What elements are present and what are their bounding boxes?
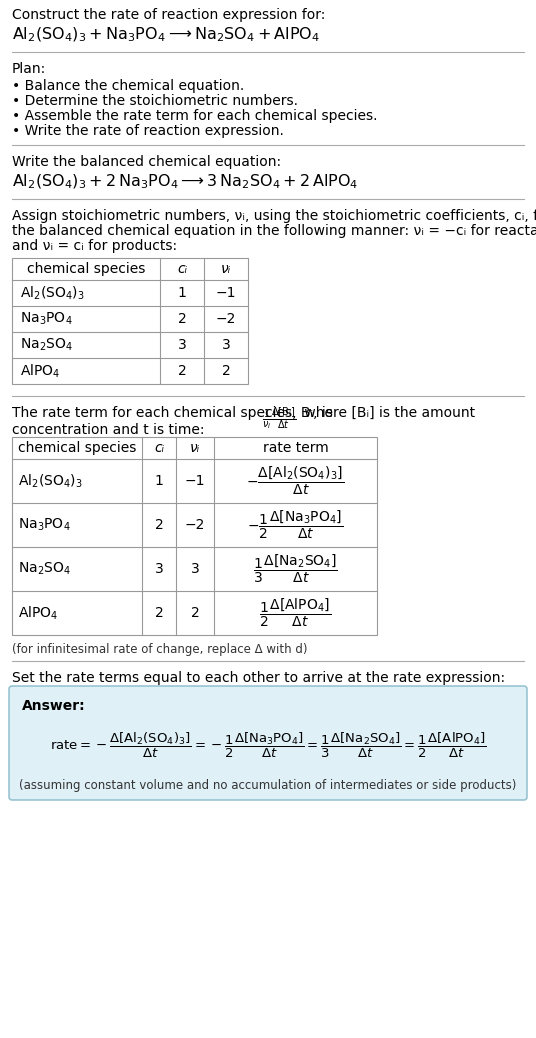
Text: Write the balanced chemical equation:: Write the balanced chemical equation: bbox=[12, 155, 281, 169]
Text: • Determine the stoichiometric numbers.: • Determine the stoichiometric numbers. bbox=[12, 94, 298, 108]
Text: $\dfrac{1}{3}\dfrac{\Delta[\mathrm{Na_2SO_4}]}{\Delta t}$: $\dfrac{1}{3}\dfrac{\Delta[\mathrm{Na_2S… bbox=[253, 553, 338, 585]
Text: −1: −1 bbox=[185, 474, 205, 488]
Text: −2: −2 bbox=[216, 312, 236, 326]
Text: (for infinitesimal rate of change, replace Δ with d): (for infinitesimal rate of change, repla… bbox=[12, 643, 308, 656]
Text: $\mathrm{rate} = -\dfrac{\Delta[\mathrm{Al_2(SO_4)_3}]}{\Delta t} = -\dfrac{1}{2: $\mathrm{rate} = -\dfrac{\Delta[\mathrm{… bbox=[50, 731, 486, 760]
Text: $\mathrm{Na_2SO_4}$: $\mathrm{Na_2SO_4}$ bbox=[20, 336, 73, 353]
Text: $\mathrm{Al_2(SO_4)_3}$: $\mathrm{Al_2(SO_4)_3}$ bbox=[20, 284, 85, 302]
Text: • Balance the chemical equation.: • Balance the chemical equation. bbox=[12, 79, 244, 93]
Text: 1: 1 bbox=[177, 286, 187, 300]
Text: νᵢ: νᵢ bbox=[221, 262, 231, 276]
Text: 2: 2 bbox=[154, 518, 163, 532]
Text: 2: 2 bbox=[191, 606, 199, 620]
Text: cᵢ: cᵢ bbox=[154, 441, 164, 455]
Text: (assuming constant volume and no accumulation of intermediates or side products): (assuming constant volume and no accumul… bbox=[19, 780, 517, 792]
FancyBboxPatch shape bbox=[9, 686, 527, 800]
Text: $\mathrm{Al_2(SO_4)_3}$: $\mathrm{Al_2(SO_4)_3}$ bbox=[18, 472, 83, 490]
Text: 3: 3 bbox=[177, 338, 187, 352]
Text: $\mathrm{Al_2(SO_4)_3 + Na_3PO_4 \longrightarrow Na_2SO_4 + AlPO_4}$: $\mathrm{Al_2(SO_4)_3 + Na_3PO_4 \longri… bbox=[12, 26, 320, 45]
Text: where [Bᵢ] is the amount: where [Bᵢ] is the amount bbox=[300, 406, 475, 420]
Bar bbox=[12, 258, 248, 384]
Text: chemical species: chemical species bbox=[18, 441, 136, 455]
Text: −2: −2 bbox=[185, 518, 205, 532]
Text: 2: 2 bbox=[177, 364, 187, 378]
Bar bbox=[12, 437, 377, 635]
Text: Set the rate terms equal to each other to arrive at the rate expression:: Set the rate terms equal to each other t… bbox=[12, 671, 505, 685]
Text: the balanced chemical equation in the following manner: νᵢ = −cᵢ for reactants: the balanced chemical equation in the fo… bbox=[12, 224, 536, 238]
Text: The rate term for each chemical species, Bᵢ, is: The rate term for each chemical species,… bbox=[12, 406, 337, 420]
Text: $\mathrm{Na_3PO_4}$: $\mathrm{Na_3PO_4}$ bbox=[18, 517, 71, 534]
Text: Assign stoichiometric numbers, νᵢ, using the stoichiometric coefficients, cᵢ, fr: Assign stoichiometric numbers, νᵢ, using… bbox=[12, 209, 536, 223]
Text: 3: 3 bbox=[154, 562, 163, 576]
Text: Answer:: Answer: bbox=[22, 699, 86, 713]
Text: rate term: rate term bbox=[263, 441, 329, 455]
Text: and νᵢ = cᵢ for products:: and νᵢ = cᵢ for products: bbox=[12, 239, 177, 253]
Text: $\dfrac{1}{2}\dfrac{\Delta[\mathrm{AlPO_4}]}{\Delta t}$: $\dfrac{1}{2}\dfrac{\Delta[\mathrm{AlPO_… bbox=[259, 597, 332, 629]
Text: 3: 3 bbox=[221, 338, 230, 352]
Text: 2: 2 bbox=[154, 606, 163, 620]
Text: $\frac{1}{\nu_i}\frac{\Delta[\mathrm{B_i}]}{\Delta t}$: $\frac{1}{\nu_i}\frac{\Delta[\mathrm{B_i… bbox=[262, 406, 296, 432]
Text: $\mathrm{Al_2(SO_4)_3 + 2\,Na_3PO_4 \longrightarrow 3\,Na_2SO_4 + 2\,AlPO_4}$: $\mathrm{Al_2(SO_4)_3 + 2\,Na_3PO_4 \lon… bbox=[12, 173, 359, 191]
Text: 2: 2 bbox=[177, 312, 187, 326]
Text: $\mathrm{AlPO_4}$: $\mathrm{AlPO_4}$ bbox=[18, 604, 58, 622]
Text: 3: 3 bbox=[191, 562, 199, 576]
Text: • Assemble the rate term for each chemical species.: • Assemble the rate term for each chemic… bbox=[12, 109, 377, 122]
Text: $\mathrm{AlPO_4}$: $\mathrm{AlPO_4}$ bbox=[20, 362, 61, 380]
Text: • Write the rate of reaction expression.: • Write the rate of reaction expression. bbox=[12, 124, 284, 138]
Text: $-\dfrac{\Delta[\mathrm{Al_2(SO_4)_3}]}{\Delta t}$: $-\dfrac{\Delta[\mathrm{Al_2(SO_4)_3}]}{… bbox=[247, 465, 345, 497]
Text: $\mathrm{Na_2SO_4}$: $\mathrm{Na_2SO_4}$ bbox=[18, 561, 71, 577]
Text: −1: −1 bbox=[216, 286, 236, 300]
Text: 1: 1 bbox=[154, 474, 163, 488]
Text: Construct the rate of reaction expression for:: Construct the rate of reaction expressio… bbox=[12, 8, 325, 22]
Text: 2: 2 bbox=[221, 364, 230, 378]
Text: νᵢ: νᵢ bbox=[190, 441, 200, 455]
Text: chemical species: chemical species bbox=[27, 262, 145, 276]
Text: concentration and t is time:: concentration and t is time: bbox=[12, 424, 205, 437]
Text: $\mathrm{Na_3PO_4}$: $\mathrm{Na_3PO_4}$ bbox=[20, 310, 72, 327]
Text: Plan:: Plan: bbox=[12, 62, 46, 76]
Text: cᵢ: cᵢ bbox=[177, 262, 187, 276]
Text: $-\dfrac{1}{2}\dfrac{\Delta[\mathrm{Na_3PO_4}]}{\Delta t}$: $-\dfrac{1}{2}\dfrac{\Delta[\mathrm{Na_3… bbox=[248, 509, 344, 541]
